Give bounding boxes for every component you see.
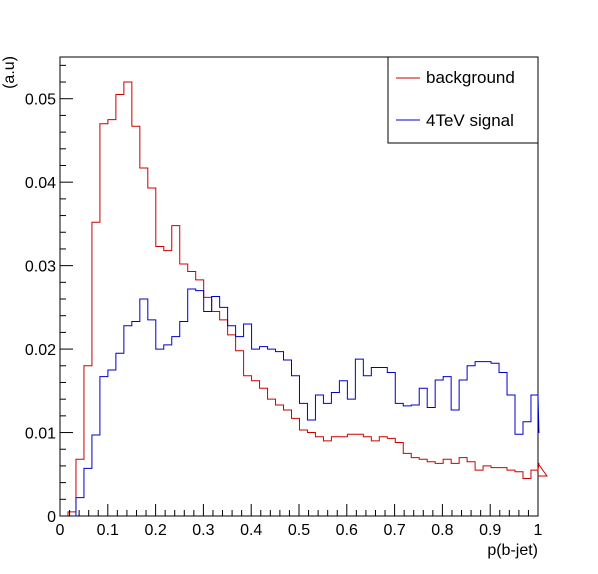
y-tick-label: 0.04 — [25, 175, 56, 192]
y-tick-label: 0 — [47, 509, 56, 526]
y-tick-label: 0.01 — [25, 426, 56, 443]
y-axis: 0 0.01 0.02 0.03 0.04 0.05 — [25, 64, 73, 526]
x-tick-label: 0.2 — [144, 522, 166, 539]
series-group — [67, 81, 548, 517]
y-tick-label: 0.05 — [25, 92, 56, 109]
x-tick-label: 1 — [534, 522, 543, 539]
x-tick-label: 0.7 — [383, 522, 405, 539]
x-tick-label: 0.5 — [288, 522, 310, 539]
legend: background 4TeV signal — [387, 56, 539, 144]
series-line-background — [67, 81, 548, 516]
x-axis-title: p(b-jet) — [487, 542, 538, 559]
y-tick-label: 0.03 — [25, 259, 56, 276]
x-tick-label: 0.8 — [431, 522, 453, 539]
legend-box — [387, 56, 539, 144]
legend-label-signal: 4TeV signal — [426, 111, 514, 130]
y-tick-label: 0.02 — [25, 342, 56, 359]
x-tick-label: 0.1 — [97, 522, 119, 539]
x-tick-label: 0.9 — [479, 522, 501, 539]
x-tick-label: 0 — [56, 522, 65, 539]
x-tick-label: 0.6 — [336, 522, 358, 539]
x-tick-label: 0.3 — [192, 522, 214, 539]
x-axis: 0 0.1 0.2 0.3 0.4 0.5 0.6 0.7 0.8 0.9 1 — [56, 504, 543, 539]
series-line-signal — [67, 288, 540, 517]
x-tick-label: 0.4 — [240, 522, 262, 539]
legend-label-background: background — [426, 68, 515, 87]
y-axis-title: (a.u) — [1, 56, 18, 89]
